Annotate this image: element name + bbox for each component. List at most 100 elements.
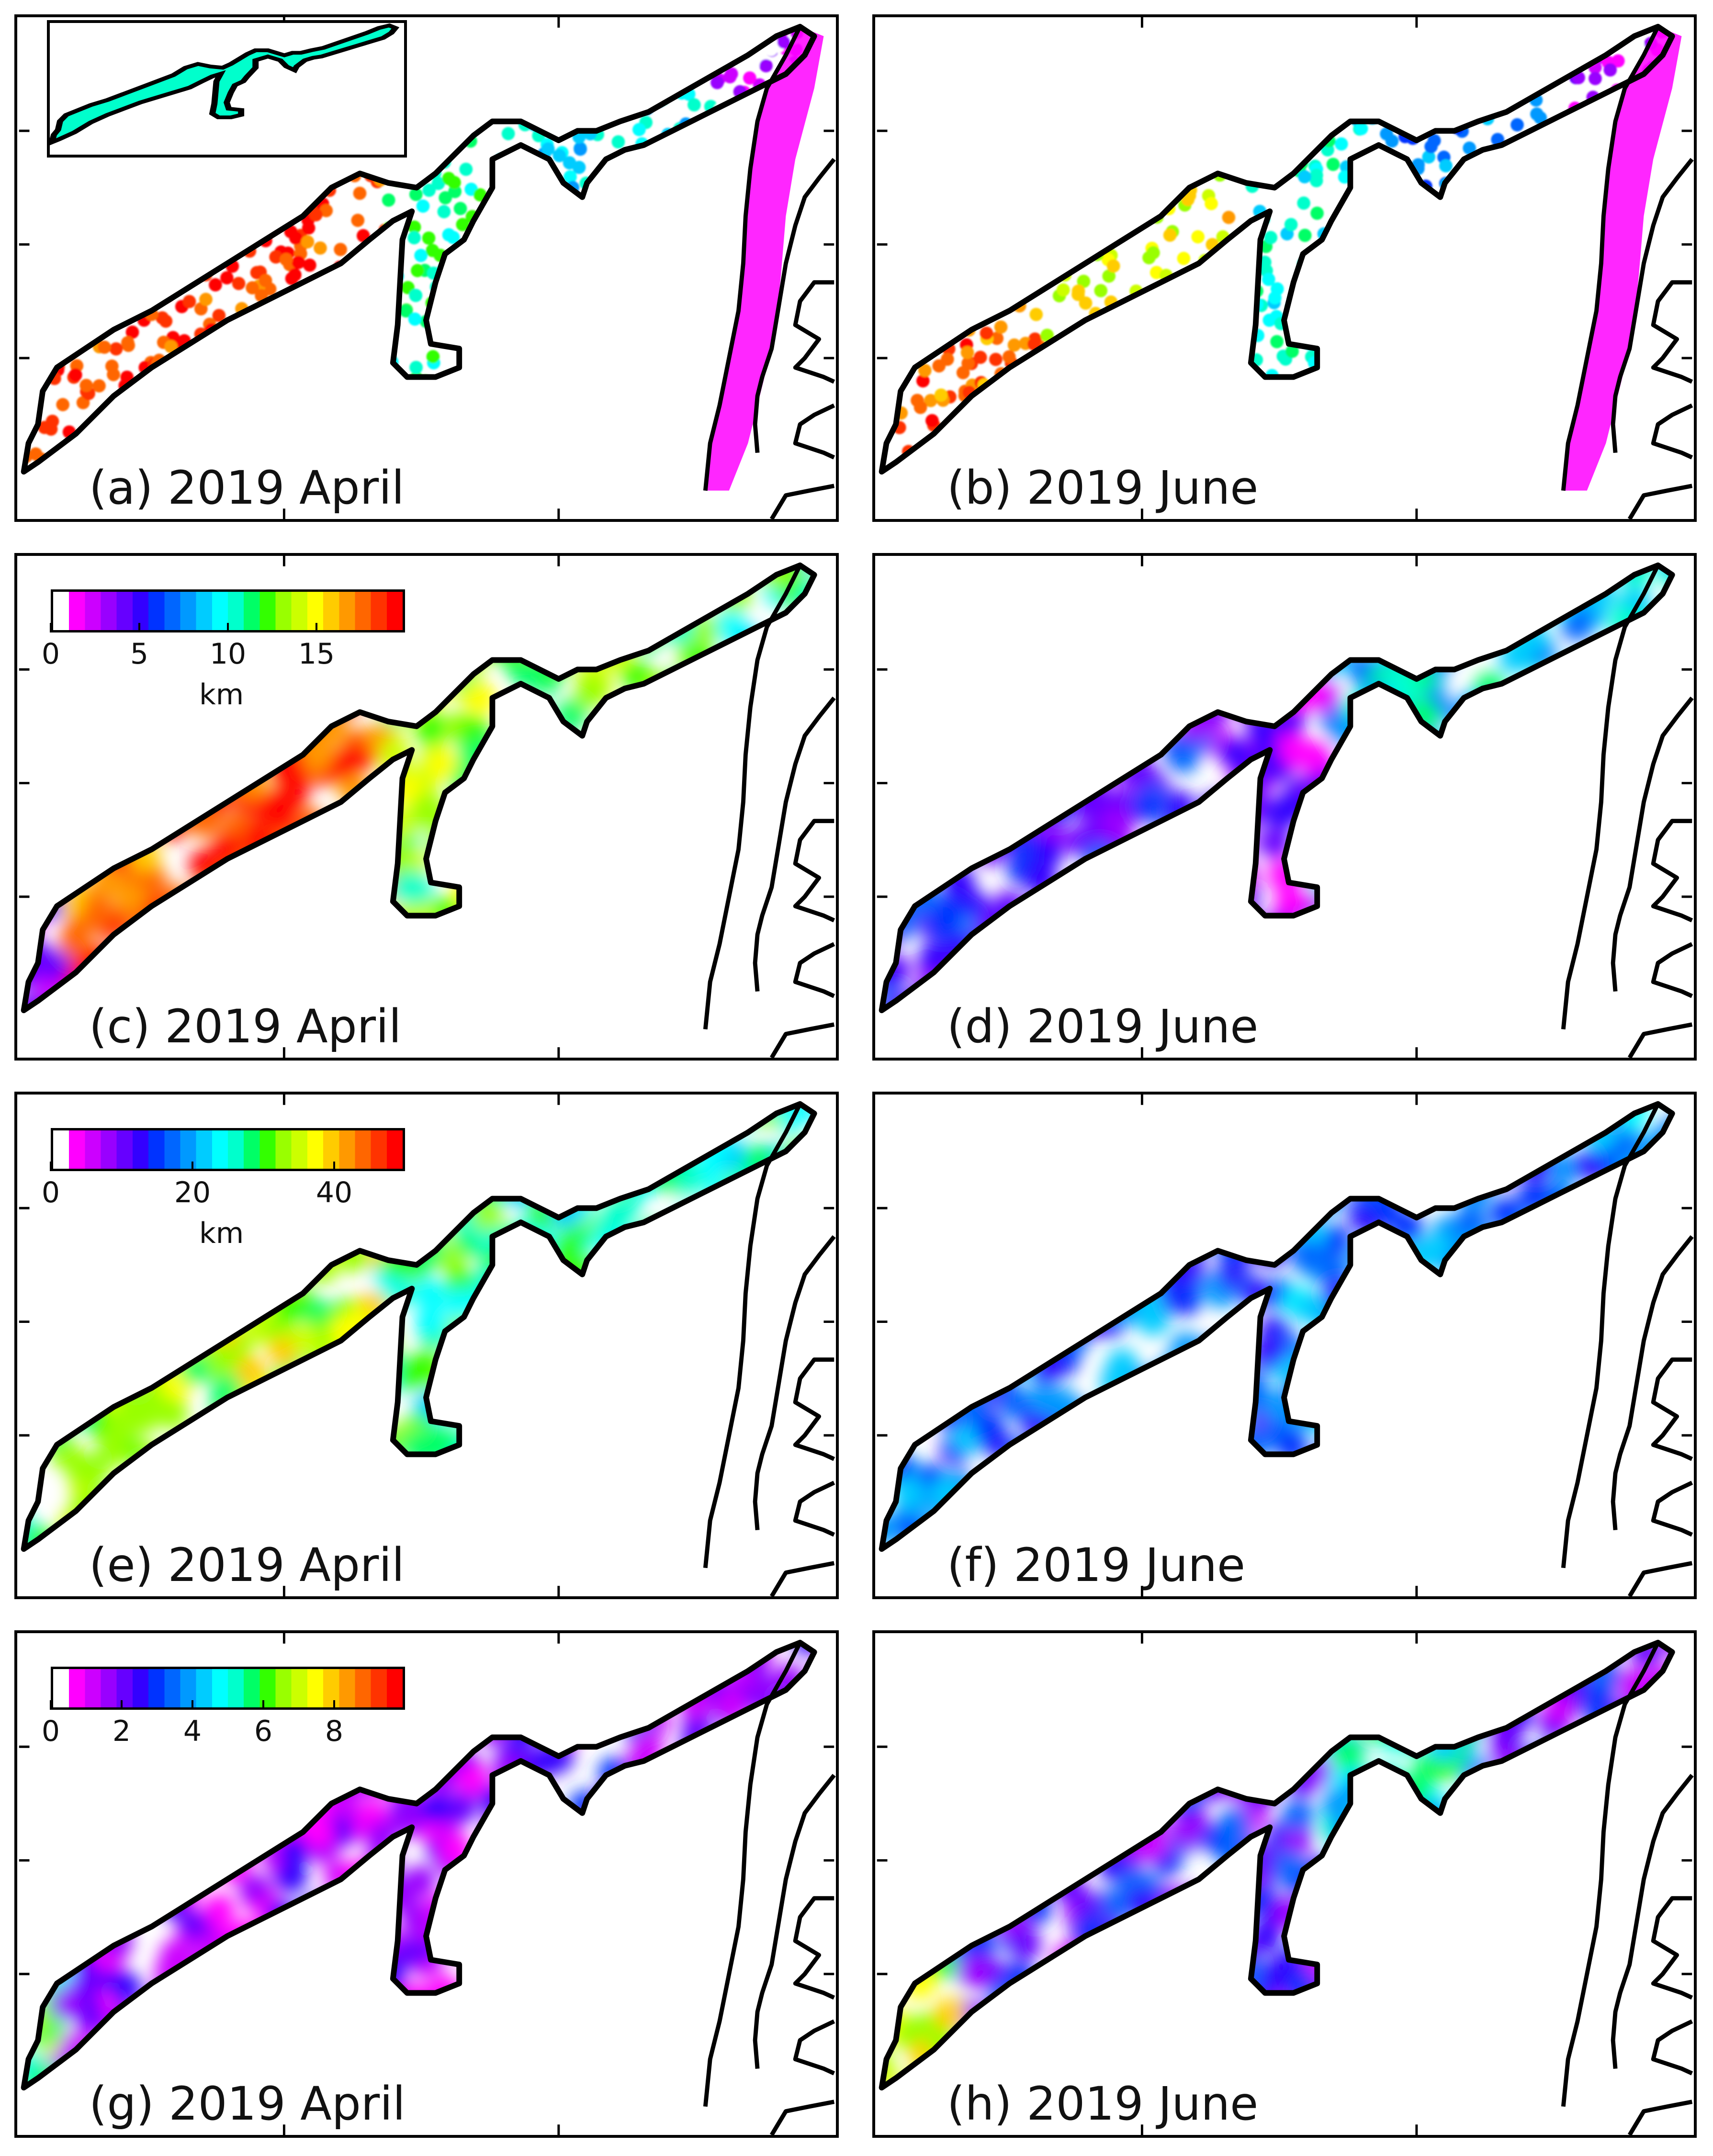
coastline-1	[1611, 158, 1694, 453]
colorbar-unit: km	[199, 1217, 244, 1250]
lake-outline	[21, 23, 817, 475]
colorbar-tick	[262, 1700, 264, 1710]
coastline-4	[1627, 1561, 1693, 1596]
colorbar-tick-label: 40	[316, 1176, 353, 1209]
colorbar-tick-label: 20	[174, 1176, 211, 1209]
coastline-1	[753, 158, 836, 453]
coastline-3	[1651, 403, 1693, 460]
channel-points	[705, 26, 824, 491]
coastline-4	[769, 484, 835, 519]
colorbar-tick	[50, 1162, 52, 1171]
coastline-3	[1651, 942, 1693, 998]
colorbar-tick-label: 4	[183, 1715, 202, 1748]
coastline-0	[703, 564, 802, 1030]
coastline-2	[1651, 280, 1693, 384]
coastline-3	[1651, 1480, 1693, 1537]
lake-outline	[21, 1101, 817, 1552]
colorbar-tick	[50, 623, 52, 632]
panel-label: (c) 2019 April	[89, 1000, 402, 1053]
coastline-4	[769, 1022, 835, 1058]
colorbar-tick	[333, 1700, 335, 1710]
coastline-4	[769, 2100, 835, 2135]
inset-map	[47, 20, 407, 158]
lake-outline	[879, 23, 1675, 475]
map-panel-e: 0 20 40 km (e) 2019 April	[14, 1092, 839, 1599]
colorbar-tick-label: 5	[130, 637, 149, 671]
colorbar-tick-label: 15	[298, 637, 335, 671]
coastline-4	[1627, 2100, 1693, 2135]
coastline-1	[753, 1773, 836, 2069]
coastline-1	[753, 1235, 836, 1530]
colorbar-tick	[333, 1162, 335, 1171]
colorbar-unit: km	[199, 678, 244, 711]
panel-label: (h) 2019 June	[947, 2077, 1259, 2131]
coastline-0	[1561, 564, 1660, 1030]
lake-outline	[879, 1101, 1675, 1552]
colorbar-tick-label: 0	[41, 1715, 60, 1748]
colorbar-tick	[192, 1162, 193, 1171]
colorbar-tick	[227, 623, 229, 632]
lake-outline	[21, 1639, 817, 2091]
colorbar-tick-label: 8	[325, 1715, 344, 1748]
map-svg	[877, 556, 1694, 1058]
coastline-2	[1651, 819, 1693, 923]
panel-label: (f) 2019 June	[947, 1538, 1246, 1592]
panel-label: (b) 2019 June	[947, 461, 1259, 515]
colorbar-tick	[138, 623, 140, 632]
lake-field	[881, 1104, 1672, 1549]
lake-field	[881, 565, 1672, 1011]
coastline-3	[793, 403, 835, 460]
coastline-3	[1651, 2019, 1693, 2076]
coastline-3	[793, 2019, 835, 2076]
map-panel-a: (a) 2019 April	[14, 14, 839, 522]
map-svg	[877, 1633, 1694, 2135]
coastline-3	[793, 1480, 835, 1537]
colorbar: 0 5 10 15 km	[42, 589, 405, 711]
map-panel-h: (h) 2019 June	[872, 1630, 1697, 2138]
colorbar-tick-label: 6	[254, 1715, 273, 1748]
map-svg	[877, 1095, 1694, 1596]
colorbar-tick-label: 2	[112, 1715, 131, 1748]
coastline-1	[1611, 1773, 1694, 2069]
coastline-0	[703, 25, 802, 491]
channel-points	[1563, 26, 1682, 491]
colorbar-tick	[121, 1700, 123, 1710]
coastline-0	[703, 1103, 802, 1569]
colorbar-gradient	[51, 1667, 405, 1710]
coastline-1	[1611, 1235, 1694, 1530]
coastline-2	[793, 819, 835, 923]
coastline-1	[753, 696, 836, 992]
map-svg	[877, 17, 1694, 519]
map-svg	[19, 1633, 836, 2135]
coastline-4	[769, 1561, 835, 1596]
coastline-0	[1561, 25, 1660, 491]
colorbar: 0 20 40 km	[42, 1128, 405, 1250]
coastline-2	[793, 1357, 835, 1461]
panel-label: (a) 2019 April	[89, 461, 405, 515]
map-panel-f: (f) 2019 June	[872, 1092, 1697, 1599]
panel-label: (g) 2019 April	[89, 2077, 406, 2131]
lake-outline	[21, 562, 817, 1014]
coastline-2	[793, 1896, 835, 2000]
colorbar: 0 2 4 6 8	[42, 1667, 405, 1748]
map-panel-c: 0 5 10 15 km (c) 2019 April	[14, 553, 839, 1061]
coastline-1	[1611, 696, 1694, 992]
colorbar-gradient	[51, 1128, 405, 1171]
map-panel-b: (b) 2019 June	[872, 14, 1697, 522]
colorbar-tick-label: 0	[41, 637, 60, 671]
lake-outline	[879, 1639, 1675, 2091]
colorbar-tick	[316, 623, 317, 632]
coastline-3	[793, 942, 835, 998]
coastline-4	[1627, 484, 1693, 519]
coastline-2	[1651, 1357, 1693, 1461]
panel-label: (d) 2019 June	[947, 1000, 1259, 1053]
coastline-0	[1561, 1103, 1660, 1569]
panel-label: (e) 2019 April	[89, 1538, 405, 1592]
map-panel-d: (d) 2019 June	[872, 553, 1697, 1061]
colorbar-tick	[50, 1700, 52, 1710]
coastline-4	[1627, 1022, 1693, 1058]
lake-field	[881, 1642, 1672, 2088]
colorbar-tick-label: 10	[209, 637, 247, 671]
colorbar-tick-label: 0	[41, 1176, 60, 1209]
lake-outline	[879, 562, 1675, 1014]
